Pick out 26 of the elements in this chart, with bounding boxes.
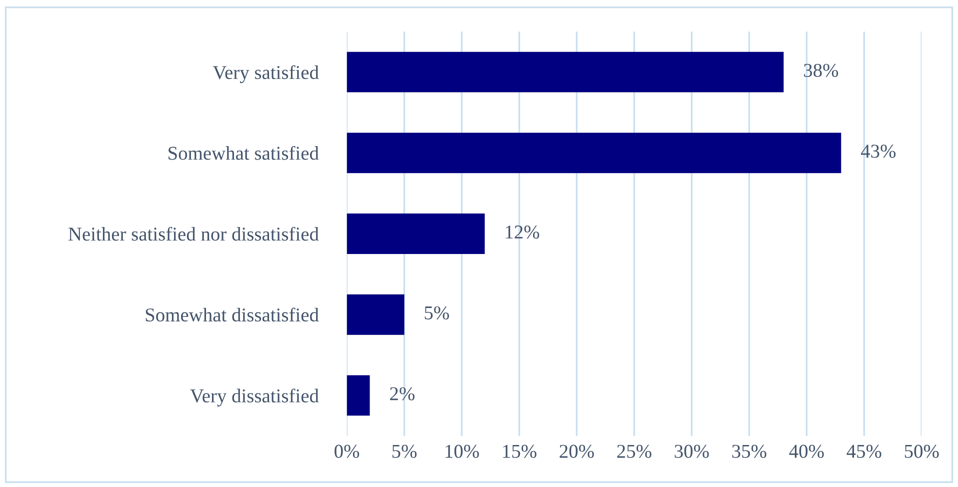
y-tick-label: Neither satisfied nor dissatisfied: [68, 226, 319, 241]
data-label: 12%: [506, 226, 540, 239]
y-tick-label: Somewhat satisfied: [168, 146, 319, 160]
y-tick-label: Very dissatisfied: [190, 388, 319, 406]
bar: [346, 294, 404, 335]
x-tick-label: 45%: [846, 444, 882, 458]
data-label: 38%: [804, 64, 838, 78]
x-tick-label: 20%: [560, 444, 594, 458]
x-tick-label: 10%: [446, 444, 479, 458]
x-tick-label: 40%: [789, 444, 824, 458]
bar: [346, 375, 370, 416]
y-tick-label: Somewhat dissatisfied: [146, 308, 319, 322]
y-tick-label: Very satisfied: [212, 65, 319, 84]
x-tick-label: 5%: [392, 444, 417, 458]
x-tick-label: 30%: [674, 444, 709, 458]
data-label: 2%: [390, 387, 414, 400]
bar: [346, 214, 485, 254]
bar: [346, 132, 842, 174]
x-tick-label: 15%: [503, 444, 536, 458]
x-tick-label: 50%: [904, 444, 939, 458]
x-tick-label: 35%: [732, 444, 766, 458]
x-tick-label: 0%: [334, 444, 360, 458]
data-label: 43%: [860, 144, 896, 158]
x-tick-label: 25%: [617, 444, 652, 458]
data-label: 5%: [424, 306, 449, 320]
bar: [346, 52, 784, 92]
